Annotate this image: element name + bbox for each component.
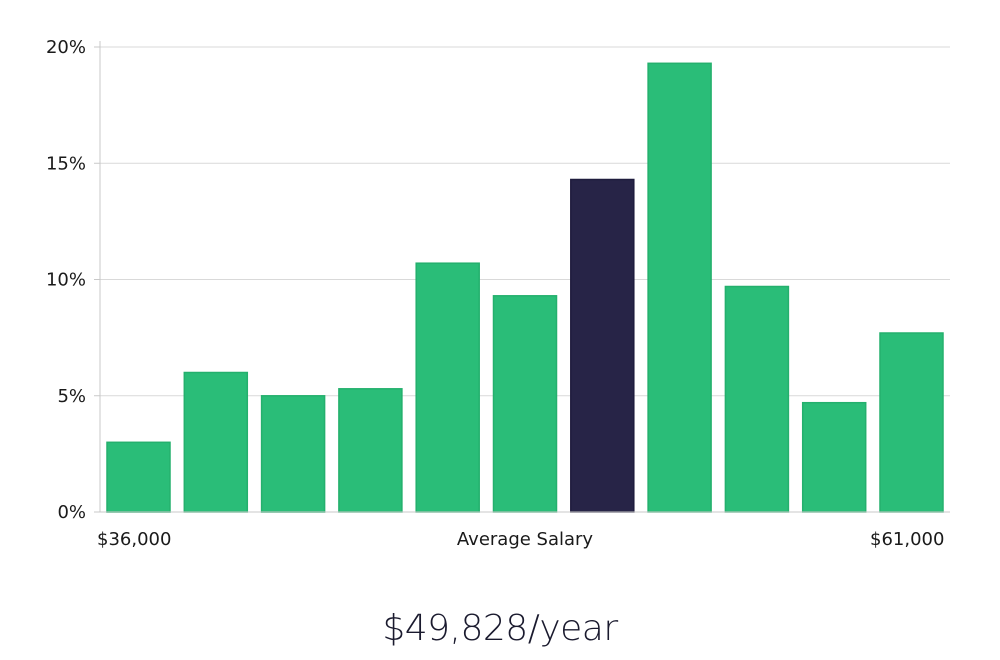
histogram-bar	[879, 332, 944, 513]
y-tick-label: 20%	[46, 37, 86, 58]
histogram-bar	[415, 262, 480, 513]
histogram-bar	[724, 285, 790, 513]
x-axis-max-label: $61,000	[870, 529, 945, 550]
x-axis-title: Average Salary	[456, 529, 594, 550]
histogram-bar	[647, 62, 712, 513]
histogram-bar	[260, 395, 326, 513]
histogram-bar	[338, 388, 403, 513]
histogram-bar	[183, 371, 249, 513]
histogram-bar-highlighted	[570, 178, 635, 513]
y-tick-label: 5%	[57, 386, 86, 407]
histogram-bar	[801, 401, 867, 513]
histogram-bar	[106, 441, 171, 513]
salary-histogram: 0% 5% 10% 15% 20%	[46, 37, 950, 523]
y-tick-label: 0%	[57, 502, 86, 523]
average-salary-headline: $49,828/year	[382, 608, 618, 649]
y-tick-label: 10%	[46, 270, 86, 291]
y-tick-label: 15%	[46, 153, 86, 174]
y-axis-ticks: 0% 5% 10% 15% 20%	[46, 37, 100, 523]
bars	[106, 62, 944, 513]
x-axis-min-label: $36,000	[97, 529, 172, 550]
histogram-bar	[492, 295, 558, 513]
